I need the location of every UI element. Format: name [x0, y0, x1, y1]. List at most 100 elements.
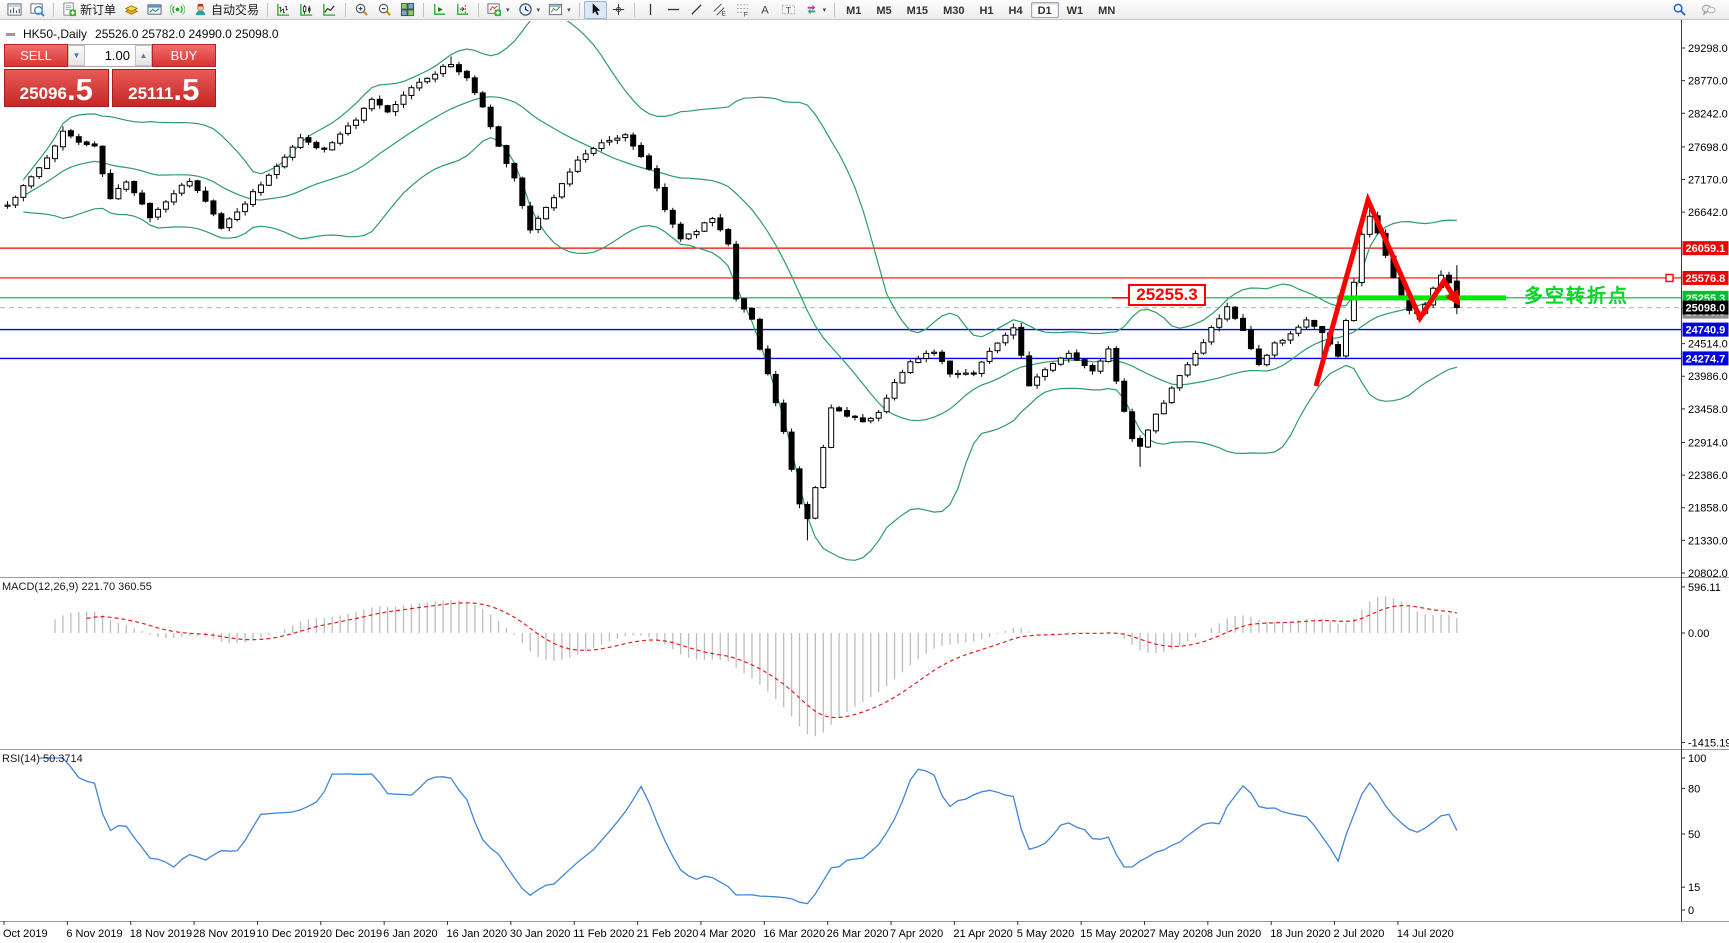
channel-icon[interactable]: E	[708, 1, 731, 19]
chat-icon[interactable]	[1697, 1, 1720, 19]
buy-button[interactable]: BUY	[152, 44, 216, 67]
svg-text:10 Dec 2019: 10 Dec 2019	[256, 928, 318, 940]
svg-text:2 Jul 2020: 2 Jul 2020	[1334, 928, 1385, 940]
svg-text:8 Jun 2020: 8 Jun 2020	[1207, 928, 1261, 940]
chart-preview-icon[interactable]	[26, 1, 49, 19]
svg-text:25098.0: 25098.0	[1686, 303, 1726, 315]
text-icon[interactable]: A	[754, 1, 777, 19]
svg-text:21858.0: 21858.0	[1688, 503, 1728, 515]
svg-text:21330.0: 21330.0	[1688, 535, 1728, 547]
sell-price-button[interactable]: 25096.5	[4, 69, 109, 107]
svg-text:T: T	[785, 5, 790, 15]
price-annotation-box[interactable]: 25255.3	[1128, 284, 1206, 306]
svg-text:E: E	[721, 11, 726, 17]
svg-text:26059.1: 26059.1	[1686, 243, 1726, 255]
svg-text:30 Jan 2020: 30 Jan 2020	[510, 928, 571, 940]
svg-text:100: 100	[1688, 753, 1706, 765]
svg-text:15: 15	[1688, 882, 1700, 894]
turning-point-annotation[interactable]: 多空转折点	[1524, 286, 1630, 307]
volume-decrease-button[interactable]: ▼	[68, 45, 85, 66]
terminal-icon[interactable]	[143, 1, 166, 19]
svg-text:4 Mar 2020: 4 Mar 2020	[700, 928, 756, 940]
shapes-icon[interactable]: ▾	[800, 1, 831, 19]
fibonacci-icon[interactable]: F	[731, 1, 754, 19]
autotrading-icon[interactable]: 自动交易	[189, 1, 263, 19]
periods-icon[interactable]: ▾	[514, 1, 545, 19]
buy-price-button[interactable]: 25111.5	[111, 69, 216, 107]
buy-price-main: 25111	[128, 84, 174, 103]
timeframe-button-h1[interactable]: H1	[972, 2, 1000, 18]
timeframe-button-m1[interactable]: M1	[839, 2, 868, 18]
svg-text:14 Jul 2020: 14 Jul 2020	[1397, 928, 1454, 940]
vertical-line-icon[interactable]	[639, 1, 662, 19]
zoom-in-icon[interactable]	[350, 1, 373, 19]
svg-text:28242.0: 28242.0	[1688, 108, 1728, 120]
svg-text:Oct 2019: Oct 2019	[3, 928, 48, 940]
svg-text:7 Apr 2020: 7 Apr 2020	[890, 928, 943, 940]
timeframe-button-mn[interactable]: MN	[1091, 2, 1122, 18]
svg-text:5 May 2020: 5 May 2020	[1017, 928, 1074, 940]
candlestick-chart-icon[interactable]	[295, 1, 318, 19]
crosshair-icon[interactable]	[607, 1, 630, 19]
buy-price-fraction: .5	[173, 72, 200, 107]
timeframe-button-m5[interactable]: M5	[869, 2, 898, 18]
svg-text:0: 0	[1688, 905, 1694, 917]
svg-text:0.00: 0.00	[1688, 628, 1709, 640]
svg-text:28 Nov 2019: 28 Nov 2019	[193, 928, 255, 940]
zoom-out-icon[interactable]	[373, 1, 396, 19]
search-icon[interactable]	[1668, 1, 1691, 19]
svg-text:23458.0: 23458.0	[1688, 404, 1728, 416]
sell-price-fraction: .5	[66, 72, 93, 107]
text-label-icon[interactable]: T	[777, 1, 800, 19]
svg-text:50: 50	[1688, 829, 1700, 841]
svg-text:22914.0: 22914.0	[1688, 437, 1728, 449]
svg-text:21 Feb 2020: 21 Feb 2020	[637, 928, 699, 940]
svg-text:15 May 2020: 15 May 2020	[1080, 928, 1144, 940]
volume-stepper: ▼ ▲	[68, 44, 152, 67]
chart-symbol-period: HK50-,Daily	[23, 27, 88, 41]
bar-chart-icon[interactable]	[272, 1, 295, 19]
svg-text:18 Nov 2019: 18 Nov 2019	[130, 928, 192, 940]
svg-text:16 Mar 2020: 16 Mar 2020	[763, 928, 825, 940]
svg-text:27170.0: 27170.0	[1688, 174, 1728, 186]
svg-text:20 Dec 2019: 20 Dec 2019	[320, 928, 382, 940]
volume-increase-button[interactable]: ▲	[135, 45, 152, 66]
sell-button[interactable]: SELL	[4, 44, 68, 67]
svg-text:26642.0: 26642.0	[1688, 207, 1728, 219]
new-order-icon[interactable]: 新订单	[58, 1, 120, 19]
templates-icon[interactable]: ▾	[544, 1, 575, 19]
timeframe-button-m30[interactable]: M30	[936, 2, 971, 18]
history-center-icon[interactable]	[120, 1, 143, 19]
svg-text:18 Jun 2020: 18 Jun 2020	[1270, 928, 1331, 940]
trendline-icon[interactable]	[685, 1, 708, 19]
chart-ohlc-values: 25526.0 25782.0 24990.0 25098.0	[95, 27, 279, 41]
horizontal-line-icon[interactable]	[662, 1, 685, 19]
timeframe-button-w1[interactable]: W1	[1060, 2, 1091, 18]
volume-input[interactable]	[85, 45, 135, 66]
line-chart-icon[interactable]	[318, 1, 341, 19]
svg-text:A: A	[761, 5, 769, 17]
timeframe-button-d1[interactable]: D1	[1030, 1, 1059, 18]
chart-shift-icon[interactable]	[451, 1, 474, 19]
indicators-icon[interactable]: ▾	[483, 1, 514, 19]
svg-text:80: 80	[1688, 783, 1700, 795]
timeframe-button-h4[interactable]: H4	[1002, 2, 1030, 18]
tile-windows-icon[interactable]	[396, 1, 419, 19]
timeframe-button-m15[interactable]: M15	[900, 2, 935, 18]
signals-icon[interactable]	[166, 1, 189, 19]
svg-text:16 Jan 2020: 16 Jan 2020	[447, 928, 508, 940]
svg-text:22386.0: 22386.0	[1688, 470, 1728, 482]
svg-text:24514.0: 24514.0	[1688, 339, 1728, 351]
symbol-marker-icon	[6, 32, 15, 36]
chart-title: HK50-,Daily 25526.0 25782.0 24990.0 2509…	[6, 27, 279, 41]
auto-scroll-icon[interactable]	[428, 1, 451, 19]
cursor-icon[interactable]	[583, 0, 607, 19]
svg-text:25576.8: 25576.8	[1686, 273, 1726, 285]
svg-text:-1415.19: -1415.19	[1688, 738, 1729, 750]
svg-text:6 Jan 2020: 6 Jan 2020	[383, 928, 437, 940]
svg-text:596.11: 596.11	[1688, 582, 1721, 594]
svg-text:F: F	[743, 12, 747, 17]
chart-window-icon[interactable]	[3, 1, 26, 19]
